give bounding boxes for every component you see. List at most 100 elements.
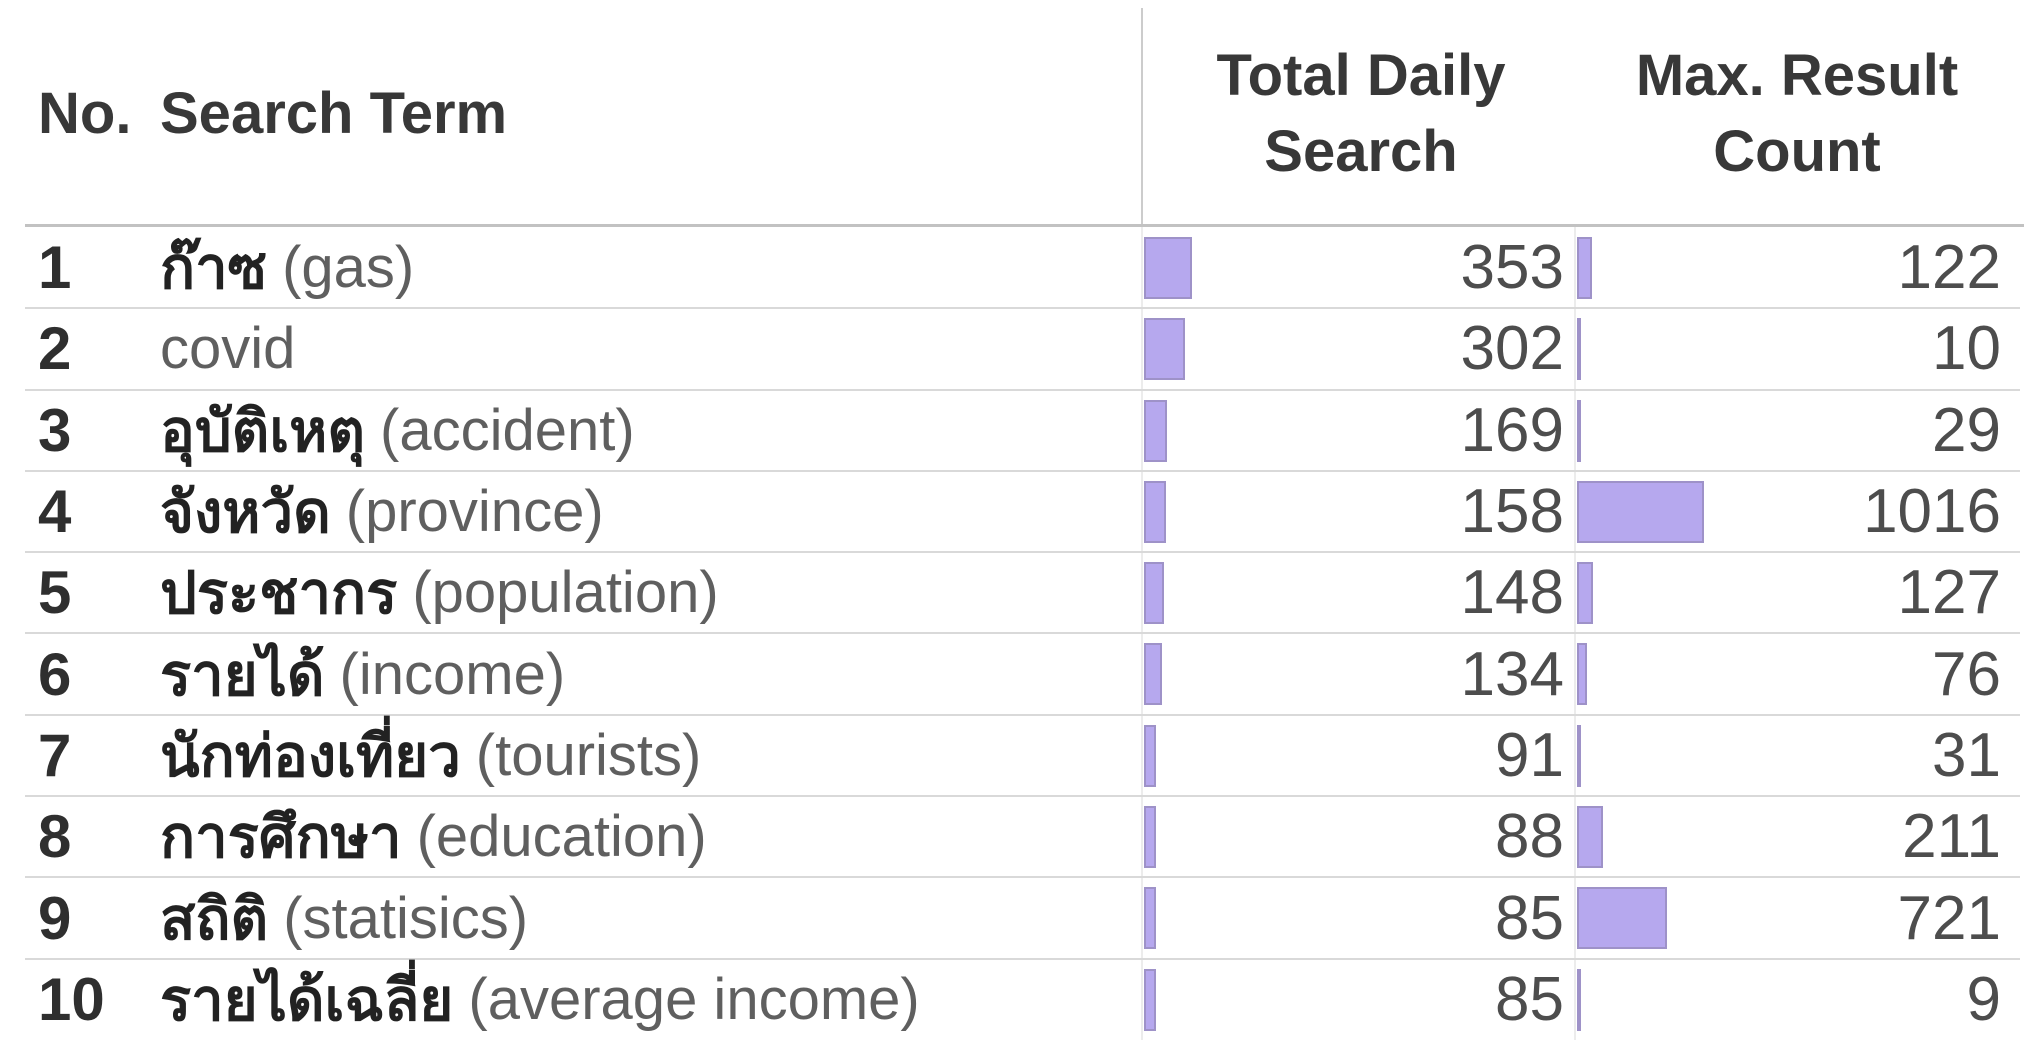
term-translation: covid (160, 316, 296, 382)
term-translation: (statisics) (283, 885, 529, 951)
daily-search-bar (1144, 562, 1165, 625)
term-thai: รายได้เฉลี่ย (160, 967, 454, 1033)
daily-search-bar (1144, 480, 1166, 543)
daily-search-value: 85 (1495, 883, 1564, 953)
max-result-value: 122 (1897, 233, 2001, 303)
row-number: 9 (38, 884, 72, 952)
daily-search-bar (1144, 643, 1163, 706)
daily-search-value: 88 (1495, 802, 1564, 872)
term-translation: (income) (339, 641, 566, 707)
max-result-bar (1577, 399, 1581, 462)
max-result-value: 29 (1932, 395, 2001, 465)
total-daily-search-cell: 353 (1144, 227, 1576, 308)
max-result-count-cell: 76 (1577, 633, 2014, 714)
daily-search-value: 169 (1460, 395, 1564, 465)
term-thai: สถิติ (160, 886, 269, 952)
header-separator-line (25, 224, 2024, 227)
term-translation: (province) (345, 479, 604, 545)
total-daily-search-cell: 169 (1144, 390, 1576, 471)
daily-search-bar (1144, 318, 1186, 381)
max-result-bar (1577, 968, 1581, 1031)
daily-search-bar (1144, 806, 1156, 869)
row-number: 2 (38, 315, 72, 383)
daily-search-bar (1144, 887, 1156, 950)
total-daily-search-cell: 158 (1144, 471, 1576, 552)
total-daily-search-cell: 134 (1144, 633, 1576, 714)
max-result-bar (1577, 318, 1581, 381)
max-result-count-cell: 9 (1577, 959, 2014, 1040)
daily-search-value: 148 (1460, 558, 1564, 628)
max-result-value: 10 (1932, 314, 2001, 384)
max-result-value: 76 (1932, 639, 2001, 709)
term-thai: การศึกษา (160, 805, 402, 871)
max-result-value: 211 (1902, 802, 2001, 872)
total-daily-search-cell: 91 (1144, 715, 1576, 796)
term-translation: (accident) (380, 397, 635, 463)
daily-search-bar (1144, 237, 1192, 299)
max-result-value: 31 (1932, 720, 2001, 790)
table-row: 2 covid 302 10 (0, 308, 2024, 391)
max-result-value: 127 (1897, 558, 2001, 628)
max-result-bar (1577, 480, 1704, 543)
search-term-cell: สถิติ (statisics) (160, 877, 1134, 958)
max-result-count-cell: 1016 (1577, 471, 2014, 552)
column-header-search-term: Search Term (160, 81, 508, 146)
column-header-no: No. (38, 81, 132, 146)
total-daily-search-cell: 302 (1144, 308, 1576, 389)
max-result-bar (1577, 724, 1581, 787)
max-result-count-cell: 211 (1577, 796, 2014, 877)
table-row: 5 ประชากร (population) 148 127 (0, 552, 2024, 635)
search-term-cell: รายได้เฉลี่ย (average income) (160, 959, 1134, 1040)
term-translation: (education) (416, 804, 707, 870)
daily-search-bar (1144, 724, 1157, 787)
max-result-count-cell: 122 (1577, 227, 2014, 308)
table-body: 1 ก๊าซ (gas) 353 122 2 covid 302 (0, 227, 2024, 1040)
max-result-count-cell: 29 (1577, 390, 2014, 471)
max-result-bar (1577, 806, 1604, 869)
row-number: 1 (38, 234, 72, 302)
total-daily-search-cell: 148 (1144, 552, 1576, 633)
max-result-bar (1577, 237, 1593, 299)
daily-search-value: 134 (1460, 639, 1564, 709)
max-result-bar (1577, 643, 1587, 706)
search-term-cell: ก๊าซ (gas) (160, 227, 1134, 308)
term-translation: (gas) (282, 235, 415, 301)
row-number: 6 (38, 640, 72, 708)
daily-search-value: 302 (1460, 314, 1564, 384)
daily-search-value: 91 (1495, 720, 1564, 790)
table-row: 9 สถิติ (statisics) 85 721 (0, 877, 2024, 960)
max-result-value: 1016 (1863, 477, 2001, 547)
max-result-bar (1577, 887, 1668, 950)
total-daily-search-cell: 88 (1144, 796, 1576, 877)
daily-search-value: 85 (1495, 964, 1564, 1034)
term-thai: ประชากร (160, 561, 398, 627)
column-header-total-daily-search: Total Daily Search (1216, 42, 1506, 184)
row-number: 7 (38, 721, 72, 789)
term-translation: (tourists) (475, 722, 702, 788)
term-thai: รายได้ (160, 642, 325, 708)
term-thai: ก๊าซ (160, 236, 268, 302)
header-column-divider (1141, 8, 1143, 225)
table-row: 3 อุบัติเหตุ (accident) 169 29 (0, 390, 2024, 473)
search-term-cell: อุบัติเหตุ (accident) (160, 390, 1134, 471)
search-term-cell: นักท่องเที่ยว (tourists) (160, 715, 1134, 796)
term-translation: (average income) (468, 966, 920, 1032)
daily-search-value: 353 (1460, 233, 1564, 303)
search-term-cell: การศึกษา (education) (160, 796, 1134, 877)
table-row: 4 จังหวัด (province) 158 1016 (0, 471, 2024, 554)
term-thai: นักท่องเที่ยว (160, 723, 461, 789)
search-term-cell: ประชากร (population) (160, 552, 1134, 633)
total-daily-search-cell: 85 (1144, 959, 1576, 1040)
term-thai: อุบัติเหตุ (160, 398, 366, 464)
daily-search-value: 158 (1460, 477, 1564, 547)
column-header-max-result-count: Max. Result Count (1635, 42, 1959, 184)
max-result-bar (1577, 562, 1593, 625)
max-result-count-cell: 10 (1577, 308, 2014, 389)
row-number: 8 (38, 803, 72, 871)
max-result-value: 9 (1966, 964, 2001, 1034)
table-row: 6 รายได้ (income) 134 76 (0, 633, 2024, 717)
table-row: 10 รายได้เฉลี่ย (average income) 85 9 (0, 959, 2024, 1040)
table-row: 7 นักท่องเที่ยว (tourists) 91 31 (0, 715, 2024, 798)
term-translation: (population) (412, 560, 719, 626)
search-term-cell: จังหวัด (province) (160, 471, 1134, 552)
